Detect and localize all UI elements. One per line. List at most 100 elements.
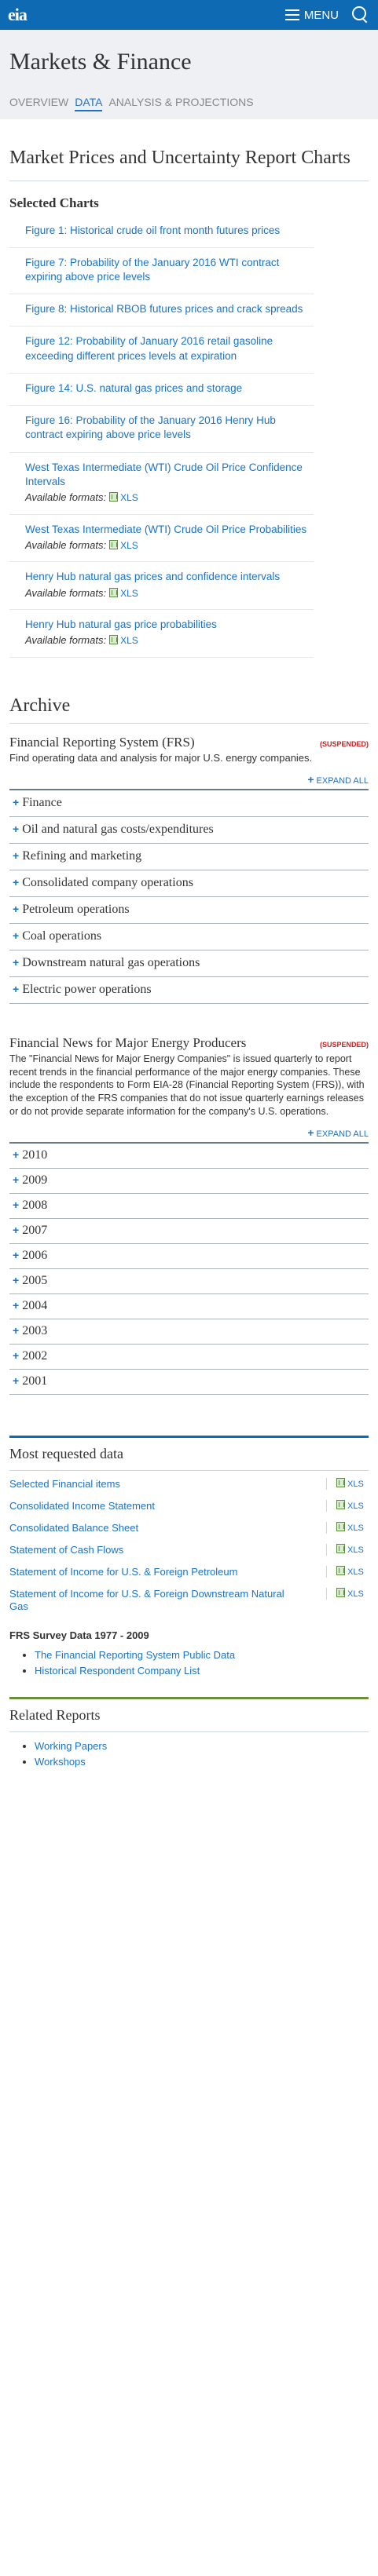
available-formats: Available formats: XLS <box>25 586 314 600</box>
plus-icon: + <box>13 1199 20 1212</box>
year-accordion-item-label: 2004 <box>22 1299 48 1313</box>
related-report-link[interactable]: Workshops <box>35 1755 86 1768</box>
xls-download-link[interactable]: XLS <box>120 539 138 551</box>
eia-logo[interactable]: eia <box>8 5 28 24</box>
tab-data[interactable]: DATA <box>75 96 103 111</box>
selected-charts-heading: Selected Charts <box>9 195 99 210</box>
plus-icon: + <box>13 955 20 969</box>
related-report-item: Working Papers <box>35 1739 369 1754</box>
frs-expand-all[interactable]: + EXPAND ALL <box>9 773 369 790</box>
year-accordion-item-label: 2001 <box>22 1374 48 1388</box>
spreadsheet-icon <box>109 587 119 597</box>
year-accordion-item[interactable]: +2003 <box>9 1319 369 1345</box>
year-accordion-item-label: 2003 <box>22 1324 48 1338</box>
related-report-link[interactable]: Working Papers <box>35 1739 108 1752</box>
spreadsheet-icon <box>109 539 119 549</box>
most-requested-link[interactable]: Consolidated Balance Sheet <box>9 1521 139 1534</box>
format-cell: XLS <box>326 1521 369 1534</box>
year-accordion-item[interactable]: +2009 <box>9 1169 369 1195</box>
most-requested-link[interactable]: Statement of Income for U.S. & Foreign P… <box>9 1565 238 1578</box>
chart-list-item: Figure 8: Historical RBOB futures prices… <box>9 294 314 327</box>
chart-link[interactable]: Figure 7: Probability of the January 201… <box>25 256 280 283</box>
year-accordion-item[interactable]: +2007 <box>9 1219 369 1245</box>
frs-accordion-item[interactable]: + Oil and natural gas costs/expenditures <box>9 817 369 844</box>
news-expand-all[interactable]: + EXPAND ALL <box>9 1126 369 1144</box>
spreadsheet-icon <box>336 1500 345 1509</box>
frs-accordion-item[interactable]: + Finance <box>9 790 369 817</box>
most-requested-title: Most requested data <box>9 1446 369 1472</box>
chart-list-item: Henry Hub natural gas price probabilitie… <box>9 610 314 658</box>
chart-link[interactable]: Figure 1: Historical crude oil front mon… <box>25 224 281 236</box>
xls-download-link[interactable]: XLS <box>347 1567 364 1577</box>
xls-download-link[interactable]: XLS <box>120 492 138 503</box>
year-accordion-item[interactable]: +2004 <box>9 1294 369 1320</box>
chart-link[interactable]: Henry Hub natural gas prices and confide… <box>25 571 281 583</box>
chart-link[interactable]: Henry Hub natural gas price probabilitie… <box>25 618 217 631</box>
year-accordion-item[interactable]: +2008 <box>9 1194 369 1220</box>
plus-icon: + <box>13 1224 20 1237</box>
frs-accordion-item[interactable]: + Refining and marketing <box>9 844 369 870</box>
xls-download-link[interactable]: XLS <box>347 1545 364 1555</box>
chart-link[interactable]: Figure 12: Probability of January 2016 r… <box>25 335 273 362</box>
frs-accordion-item-label: Consolidated company operations <box>22 875 193 889</box>
year-accordion-item-label: 2006 <box>22 1249 48 1263</box>
frs-accordion-item[interactable]: + Petroleum operations <box>9 897 369 924</box>
xls-download-link[interactable]: XLS <box>347 1501 364 1511</box>
format-cell: XLS <box>326 1478 369 1491</box>
plus-icon: + <box>13 1299 20 1312</box>
chart-link[interactable]: Figure 8: Historical RBOB futures prices… <box>25 303 303 316</box>
year-accordion-item-label: 2008 <box>22 1199 48 1213</box>
frs-accordion-item[interactable]: + Coal operations <box>9 924 369 950</box>
survey-link[interactable]: Historical Respondent Company List <box>35 1665 200 1677</box>
most-requested-link[interactable]: Statement of Cash Flows <box>9 1543 124 1556</box>
most-requested-item: Statement of Cash Flows XLS <box>9 1542 369 1563</box>
plus-icon: + <box>13 1249 20 1262</box>
chart-link[interactable]: West Texas Intermediate (WTI) Crude Oil … <box>25 461 303 487</box>
most-requested-link[interactable]: Statement of Income for U.S. & Foreign D… <box>9 1587 284 1613</box>
frs-status-badge: (SUSPENDED) <box>319 739 369 748</box>
chart-list-item: Figure 12: Probability of January 2016 r… <box>9 327 314 374</box>
plus-icon: + <box>13 795 20 808</box>
section-tabs: OVERVIEW DATA ANALYSIS & PROJECTIONS <box>9 96 369 111</box>
search-icon[interactable] <box>350 5 370 25</box>
chart-link[interactable]: Figure 14: U.S. natural gas prices and s… <box>25 381 243 394</box>
available-formats-label: Available formats: <box>25 491 107 503</box>
plus-icon: + <box>13 1148 20 1162</box>
survey-link[interactable]: The Financial Reporting System Public Da… <box>35 1649 236 1662</box>
most-requested-item: Statement of Income for U.S. & Foreign P… <box>9 1563 369 1585</box>
year-accordion-item[interactable]: +2001 <box>9 1370 369 1396</box>
xls-download-link[interactable]: XLS <box>120 587 138 599</box>
frs-accordion-item[interactable]: + Electric power operations <box>9 977 369 1004</box>
most-requested-section: Most requested data Selected Financial i… <box>9 1436 369 1680</box>
year-accordion-item[interactable]: +2006 <box>9 1244 369 1270</box>
most-requested-item: Selected Financial items XLS <box>9 1476 369 1498</box>
chart-list-item: Figure 1: Historical crude oil front mon… <box>9 216 314 248</box>
xls-download-link[interactable]: XLS <box>347 1523 364 1533</box>
year-accordion-item[interactable]: +2005 <box>9 1269 369 1295</box>
plus-icon: + <box>307 772 314 786</box>
topbar-actions: MENU <box>284 5 370 25</box>
most-requested-item: Statement of Income for U.S. & Foreign D… <box>9 1585 369 1621</box>
most-requested-link[interactable]: Selected Financial items <box>9 1478 120 1491</box>
frs-survey-title: FRS Survey Data 1977 - 2009 <box>9 1629 149 1642</box>
frs-accordion-item[interactable]: + Downstream natural gas operations <box>9 950 369 977</box>
frs-accordion-item[interactable]: + Consolidated company operations <box>9 870 369 897</box>
year-accordion-item[interactable]: +2002 <box>9 1345 369 1370</box>
tab-overview[interactable]: OVERVIEW <box>9 96 69 108</box>
chart-link[interactable]: West Texas Intermediate (WTI) Crude Oil … <box>25 523 307 535</box>
xls-download-link[interactable]: XLS <box>120 635 138 647</box>
most-requested-item: Consolidated Balance Sheet XLS <box>9 1520 369 1542</box>
xls-download-link[interactable]: XLS <box>347 1480 364 1490</box>
related-links: Working Papers Workshops <box>9 1739 369 1770</box>
related-reports-title: Related Reports <box>9 1707 369 1732</box>
chart-list: Figure 1: Historical crude oil front mon… <box>9 216 369 658</box>
frs-header: Financial Reporting System (FRS) (SUSPEN… <box>9 735 369 750</box>
tab-analysis-projections[interactable]: ANALYSIS & PROJECTIONS <box>108 96 254 108</box>
most-requested-link[interactable]: Consolidated Income Statement <box>9 1500 155 1512</box>
frs-accordion-item-label: Electric power operations <box>22 982 152 996</box>
related-report-item: Workshops <box>35 1754 369 1770</box>
xls-download-link[interactable]: XLS <box>347 1589 364 1599</box>
menu-button[interactable]: MENU <box>284 9 339 22</box>
chart-link[interactable]: Figure 16: Probability of the January 20… <box>25 414 276 441</box>
year-accordion-item[interactable]: +2010 <box>9 1144 369 1169</box>
